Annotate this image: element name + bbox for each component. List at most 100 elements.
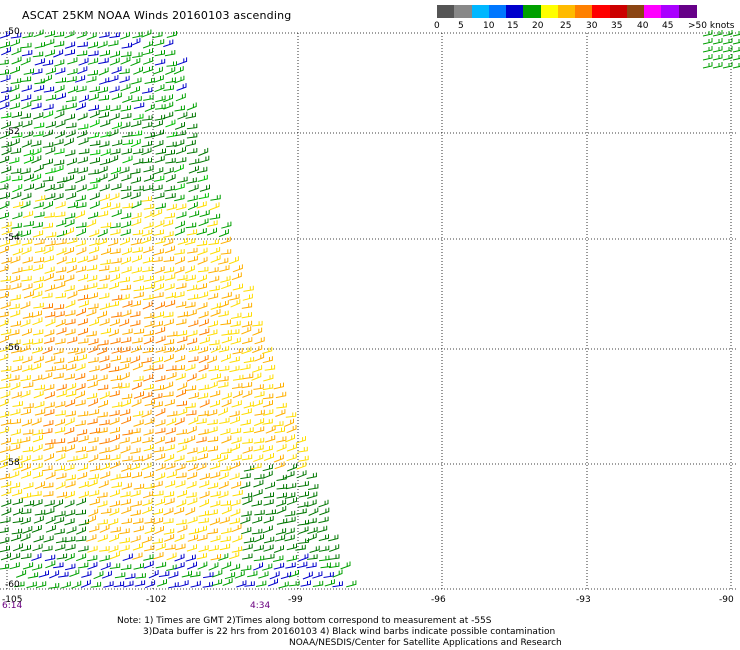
wind-barb xyxy=(111,183,122,191)
wind-barb xyxy=(100,119,111,128)
wind-barb xyxy=(20,113,31,119)
wind-barb xyxy=(109,417,120,426)
wind-barb xyxy=(261,346,273,354)
wind-barb xyxy=(123,580,134,588)
wind-barb xyxy=(176,444,187,453)
wind-barb xyxy=(296,561,308,569)
wind-barb xyxy=(164,299,176,308)
wind-barb xyxy=(230,320,241,327)
wind-barb xyxy=(164,534,175,542)
wind-barb xyxy=(208,239,219,246)
wind-barb xyxy=(109,534,119,543)
wind-barb xyxy=(273,562,285,570)
wind-barb xyxy=(67,347,79,354)
wind-barb xyxy=(31,173,42,182)
wind-barb xyxy=(44,192,56,200)
wind-barb xyxy=(132,246,143,253)
wind-barb xyxy=(130,138,141,148)
wind-barb xyxy=(65,410,76,417)
wind-barb xyxy=(285,482,297,490)
wind-barb xyxy=(88,50,99,57)
wind-barb xyxy=(100,363,111,371)
wind-barb xyxy=(109,390,120,398)
wind-barb xyxy=(329,544,340,552)
wind-barb xyxy=(306,533,317,542)
colorbar-label: 25 xyxy=(560,21,572,31)
wind-barb xyxy=(9,303,20,310)
wind-barb xyxy=(22,355,33,364)
wind-barb xyxy=(276,518,288,525)
wind-barb xyxy=(142,490,154,499)
wind-barb xyxy=(155,95,166,103)
wind-barb xyxy=(207,381,218,390)
wind-barb xyxy=(208,562,219,571)
wind-barb xyxy=(9,562,20,570)
wind-barb xyxy=(119,276,130,283)
wind-barb xyxy=(143,294,154,301)
wind-barb xyxy=(111,139,123,147)
wind-barb xyxy=(232,348,243,355)
wind-barb xyxy=(152,31,163,39)
wind-barb xyxy=(31,553,42,561)
wind-barb xyxy=(163,491,175,498)
wind-barb xyxy=(44,184,55,192)
wind-barb xyxy=(122,155,133,164)
wind-barb xyxy=(263,453,274,461)
wind-barb xyxy=(143,471,154,479)
wind-barb xyxy=(221,221,232,229)
wind-barb xyxy=(218,471,229,480)
wind-barb xyxy=(45,318,56,327)
wind-barb xyxy=(177,524,188,533)
wind-barb xyxy=(254,353,265,362)
wind-barb xyxy=(0,366,12,372)
wind-barb xyxy=(97,411,108,418)
wind-barb xyxy=(23,68,34,75)
wind-barb xyxy=(241,312,252,319)
wind-barb xyxy=(239,481,251,489)
wind-barb xyxy=(230,481,242,489)
wind-barb xyxy=(253,479,264,488)
wind-barb xyxy=(119,31,130,40)
wind-barb xyxy=(53,357,65,364)
wind-barb xyxy=(97,228,108,238)
map-title: ASCAT 25KM NOAA Winds 20160103 ascending xyxy=(22,9,292,22)
wind-barb xyxy=(53,40,65,48)
wind-barb xyxy=(164,444,175,452)
wind-barb xyxy=(176,318,187,326)
wind-barb xyxy=(121,416,131,425)
wind-barb xyxy=(32,543,43,552)
wind-barb xyxy=(217,407,228,416)
wind-barb xyxy=(22,429,34,435)
wind-barb xyxy=(31,346,43,354)
wind-barbs xyxy=(0,29,740,589)
wind-barb xyxy=(154,155,165,163)
wind-barb xyxy=(187,201,198,211)
wind-barb xyxy=(133,525,144,533)
wind-barb xyxy=(67,167,79,174)
wind-barb xyxy=(76,429,88,436)
wind-barb xyxy=(65,96,77,103)
wind-barb xyxy=(77,255,88,264)
wind-barb xyxy=(109,50,120,58)
wind-barb xyxy=(288,570,299,578)
wind-barb xyxy=(26,581,37,589)
wind-barb xyxy=(132,52,143,58)
wind-barb xyxy=(141,462,152,471)
wind-barb xyxy=(132,229,144,236)
wind-barb xyxy=(108,155,119,164)
wind-barb xyxy=(0,265,9,273)
wind-barb xyxy=(111,121,122,130)
colorbar-swatch xyxy=(557,5,576,18)
wind-barb xyxy=(207,528,218,535)
wind-barb xyxy=(206,409,218,417)
wind-barb xyxy=(109,148,121,155)
colorbar-swatch xyxy=(523,5,542,18)
wind-barb xyxy=(56,472,67,480)
wind-barb xyxy=(143,165,154,173)
wind-barb xyxy=(209,247,221,255)
wind-barb xyxy=(0,353,9,361)
wind-barb xyxy=(154,498,165,506)
wind-barb xyxy=(89,119,100,128)
wind-barb xyxy=(32,264,44,272)
wind-barb xyxy=(185,363,196,372)
